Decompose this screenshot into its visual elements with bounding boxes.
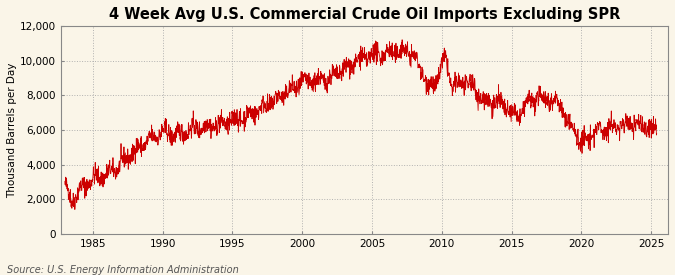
Text: Source: U.S. Energy Information Administration: Source: U.S. Energy Information Administ… <box>7 265 238 275</box>
Title: 4 Week Avg U.S. Commercial Crude Oil Imports Excluding SPR: 4 Week Avg U.S. Commercial Crude Oil Imp… <box>109 7 620 22</box>
Y-axis label: Thousand Barrels per Day: Thousand Barrels per Day <box>7 62 17 198</box>
